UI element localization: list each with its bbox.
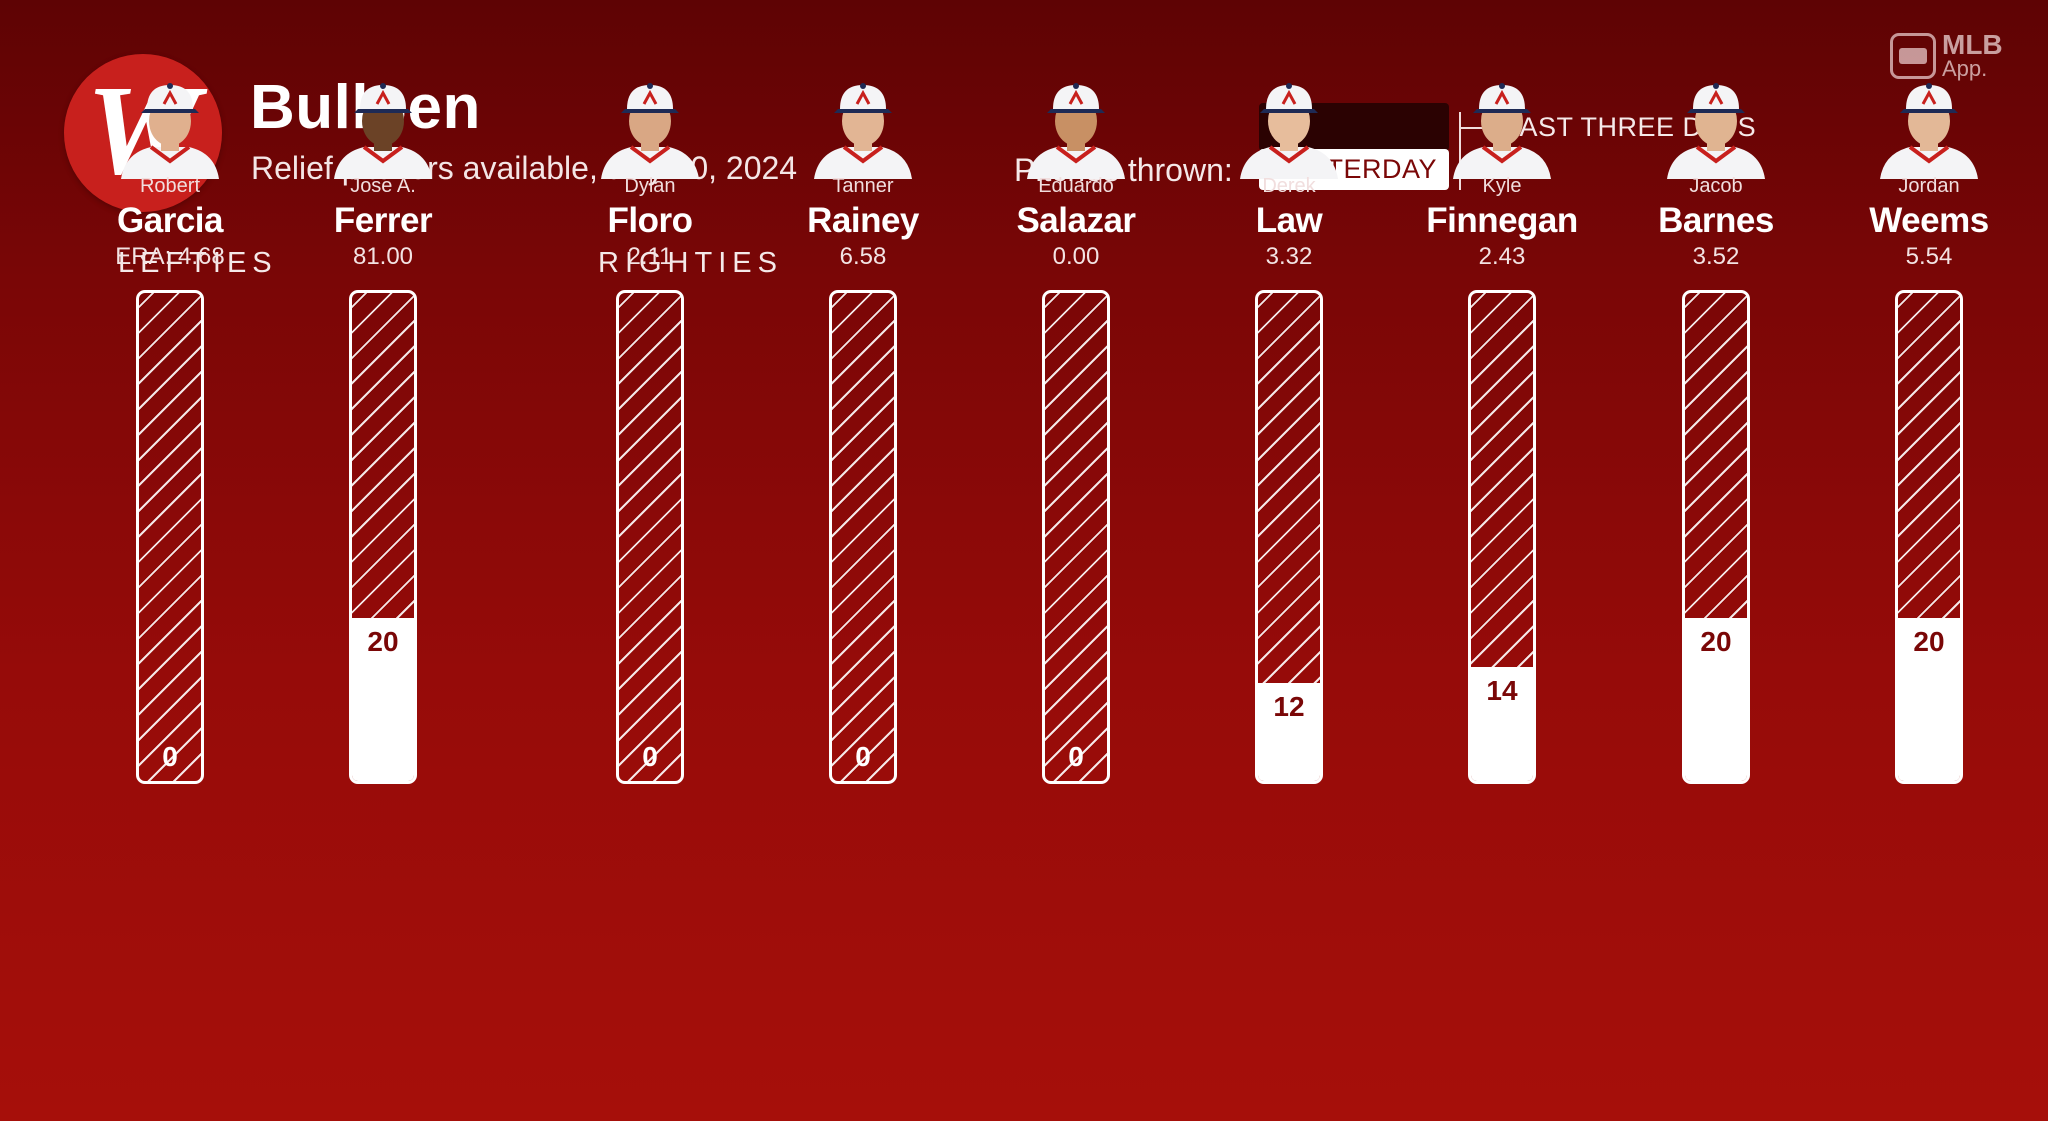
pitcher-first-name: Robert	[139, 175, 201, 197]
pitch-count-bar: 12	[1255, 290, 1323, 784]
pitcher-name-block: Kyle Finnegan 2.43	[1397, 175, 1607, 271]
pitch-count-bar: 0	[829, 290, 897, 784]
pitch-count-bar-fill-yesterday	[1898, 618, 1960, 781]
pitch-count-label: 20	[367, 626, 399, 657]
pitcher-name-block: Jacob Barnes 3.52	[1611, 175, 1821, 271]
pitcher-last-name: Salazar	[1016, 201, 1136, 240]
pitcher-era: 3.52	[1692, 243, 1740, 270]
legend-bracket-tick	[1461, 127, 1487, 129]
pitcher-first-name: Jacob	[1689, 175, 1743, 197]
pitch-count-bar: 0	[616, 290, 684, 784]
pitcher-name-block: Derek Law 3.32	[1184, 175, 1394, 271]
pitch-count-label: 0	[642, 741, 658, 772]
headshot-image	[1667, 83, 1765, 179]
pitcher-column-ferrer: Jose A. Ferrer 81.00 20	[278, 75, 488, 795]
mlb-app-watermark: MLB App.	[1890, 29, 2003, 81]
pitcher-column-weems: Jordan Weems 5.54 20	[1824, 75, 2034, 795]
pitcher-last-name: Law	[1255, 201, 1323, 240]
pitcher-name-block: Jordan Weems 5.54	[1824, 175, 2034, 271]
pitcher-last-name: Ferrer	[333, 201, 433, 240]
pitcher-era: 0.00	[1052, 243, 1100, 270]
pitcher-column-finnegan: Kyle Finnegan 2.43 14	[1397, 75, 1607, 795]
pitcher-name-block: Dylan Floro 2.11	[545, 175, 755, 271]
group-label-lefties: LEFTIES	[118, 247, 278, 279]
pitch-count-label: 0	[855, 741, 871, 772]
legend-bracket-line	[1459, 112, 1461, 190]
pitcher-era: 2.11	[627, 243, 673, 270]
headshot-image	[1027, 83, 1125, 179]
pitch-count-bar: 20	[1682, 290, 1750, 784]
pitcher-first-name: Kyle	[1482, 175, 1522, 197]
pitcher-last-name: Floro	[607, 201, 693, 240]
pitcher-name-block: Eduardo Salazar 0.00	[971, 175, 1181, 271]
pitcher-first-name: Tanner	[832, 175, 894, 197]
pitch-count-bar-fill-yesterday	[1685, 618, 1747, 781]
pitch-count-bar: 0	[1042, 290, 1110, 784]
pitcher-column-rainey: Tanner Rainey 6.58 0	[758, 75, 968, 795]
headshot-image	[121, 83, 219, 179]
pitch-count-bar: 20	[1895, 290, 1963, 784]
pitcher-last-name: Rainey	[807, 201, 919, 240]
pitcher-first-name: Dylan	[624, 175, 676, 197]
pitcher-column-barnes: Jacob Barnes 3.52 20	[1611, 75, 1821, 795]
pitcher-last-name: Finnegan	[1426, 201, 1578, 240]
pitcher-era: 3.32	[1265, 243, 1313, 270]
mlb-app-text: App.	[1942, 55, 1988, 81]
pitch-count-bar-fill-yesterday	[1471, 667, 1533, 781]
pitcher-first-name: Derek	[1262, 175, 1316, 197]
pitcher-name-block: Robert Garcia ERA: 4.68	[65, 175, 275, 271]
pitcher-era: 6.58	[839, 243, 887, 270]
pitch-count-label: 0	[1068, 741, 1084, 772]
headshot-image	[334, 83, 432, 179]
pitch-count-bar: 20	[349, 290, 417, 784]
headshot-image	[601, 83, 699, 179]
pitcher-era: ERA: 4.68	[115, 243, 225, 270]
pitcher-era: 2.43	[1478, 243, 1526, 270]
pitcher-era: 81.00	[352, 243, 414, 270]
pitch-count-label: 14	[1486, 675, 1518, 706]
pitch-count-label: 0	[162, 741, 178, 772]
pitcher-first-name: Jordan	[1898, 175, 1960, 197]
pitcher-era: 5.54	[1905, 243, 1953, 270]
pitch-count-label: 20	[1700, 626, 1732, 657]
pitcher-first-name: Jose A.	[350, 175, 416, 197]
headshot-image	[1880, 83, 1978, 179]
pitch-count-bar-fill-yesterday	[1258, 683, 1320, 781]
pitcher-column-salazar: Eduardo Salazar 0.00 0	[971, 75, 1181, 795]
mlb-logo-icon	[1890, 32, 1936, 79]
headshot-image	[1240, 83, 1338, 179]
pitch-count-label: 12	[1273, 691, 1305, 722]
pitcher-name-block: Tanner Rainey 6.58	[758, 175, 968, 271]
pitch-count-label: 20	[1913, 626, 1945, 657]
mlb-brand-text: MLB	[1942, 29, 2003, 60]
pitcher-last-name: Weems	[1869, 201, 1989, 240]
headshot-image	[814, 83, 912, 179]
pitch-count-bar: 14	[1468, 290, 1536, 784]
pitcher-last-name: Barnes	[1658, 201, 1774, 240]
pitcher-last-name: Garcia	[117, 201, 223, 240]
pitcher-column-law: Derek Law 3.32 12	[1184, 75, 1394, 795]
pitch-count-bar-fill-yesterday	[352, 618, 414, 781]
pitcher-column-floro: Dylan Floro 2.11 0	[545, 75, 755, 795]
group-label-righties: RIGHTIES	[598, 247, 783, 279]
pitch-count-bar: 0	[136, 290, 204, 784]
pitcher-column-garcia: Robert Garcia ERA: 4.68 0	[65, 75, 275, 795]
headshot-image	[1453, 83, 1551, 179]
pitcher-name-block: Jose A. Ferrer 81.00	[278, 175, 488, 271]
pitcher-first-name: Eduardo	[1038, 175, 1114, 197]
